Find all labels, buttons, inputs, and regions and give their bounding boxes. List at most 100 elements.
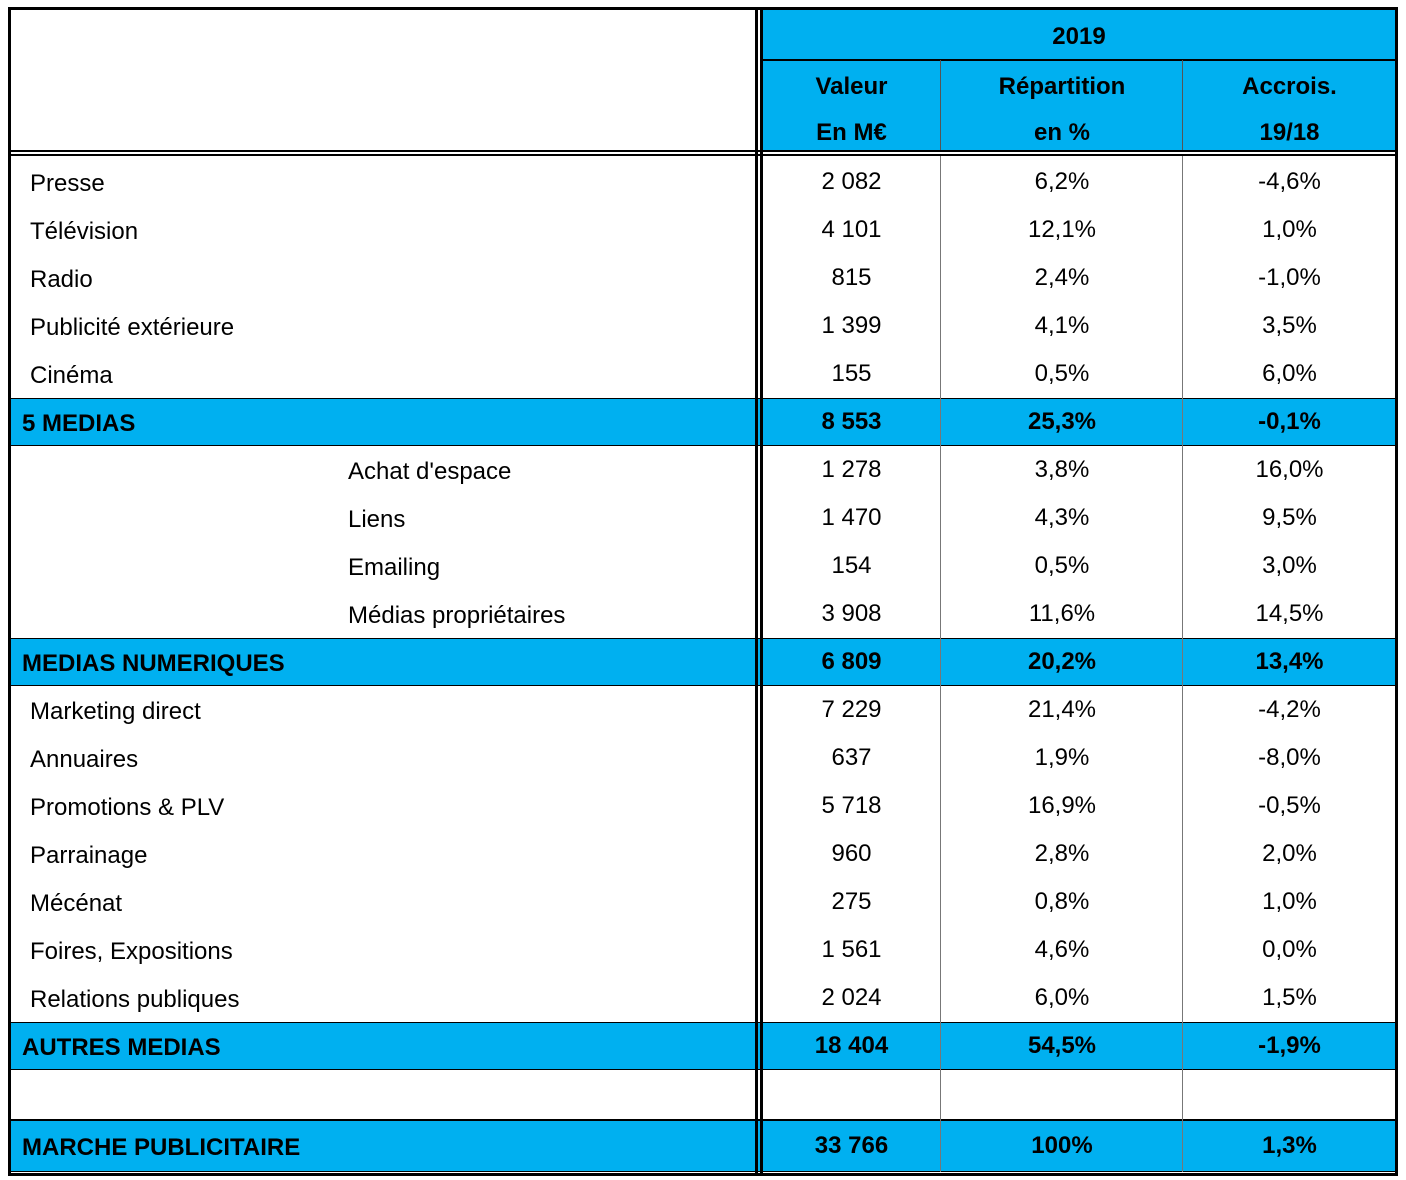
cell-value: 1,0% [1262,888,1317,915]
row-label: Parrainage [30,842,148,869]
total-value: 8 553 [821,408,882,435]
cell-value: 16,9% [1027,792,1097,819]
column-header: 19/18 [1259,119,1320,146]
total-value: 25,3% [1027,408,1097,435]
total-value: 13,4% [1255,648,1324,675]
cell-value: -8,0% [1258,744,1321,771]
cell-value: 2 082 [821,168,882,195]
cell-value: 3,8% [1034,456,1090,483]
cell-value: -4,6% [1258,168,1321,195]
cell-value: 1 470 [821,504,882,531]
total-label: AUTRES MEDIAS [22,1034,221,1061]
cell-value: 960 [831,840,872,867]
column-header: Répartition [998,73,1126,100]
cell-value: 4,6% [1034,936,1090,963]
cell-value: 6,2% [1034,168,1090,195]
rule [760,8,763,1174]
column-header: Accrois. [1242,73,1337,100]
total-value: 100% [1031,1132,1093,1159]
cell-value: 1,9% [1034,744,1090,771]
rule [10,1069,1396,1070]
rule [10,638,1396,639]
row-label: Médias propriétaires [348,602,566,629]
column-header: En M€ [816,119,887,146]
total-band [10,1022,1396,1070]
rule [1182,60,1183,152]
rule [10,1120,1396,1121]
total-label: MEDIAS NUMERIQUES [22,650,285,677]
column-header: Valeur [815,73,888,100]
cell-value: 2,4% [1034,264,1090,291]
total-value: 1,3% [1262,1132,1317,1159]
row-label: Relations publiques [30,986,240,1013]
cell-value: 0,8% [1034,888,1090,915]
total-value: 33 766 [814,1132,889,1159]
cell-value: 1 278 [821,456,882,483]
total-value: 54,5% [1027,1032,1097,1059]
total-value: 18 404 [814,1032,889,1059]
cell-value: 637 [831,744,872,771]
column-header: en % [1033,119,1090,146]
cell-value: 4 101 [821,216,882,243]
cell-value: 0,0% [1262,936,1317,963]
row-label: Publicité extérieure [30,314,235,341]
row-label: Emailing [348,554,441,581]
cell-value: 4,3% [1034,504,1090,531]
cell-value: 4,1% [1034,312,1090,339]
cell-value: 2 024 [821,984,882,1011]
cell-value: 0,5% [1034,552,1090,579]
rule [10,398,1396,399]
row-label: Radio [30,266,93,293]
total-label: MARCHE PUBLICITAIRE [22,1134,301,1161]
total-band [10,638,1396,686]
row-label: Foires, Expositions [30,938,233,965]
cell-value: 3,5% [1262,312,1317,339]
row-label: Liens [348,506,406,533]
row-label: Promotions & PLV [30,794,225,821]
total-band [10,398,1396,446]
cell-value: 154 [831,552,872,579]
cell-value: -1,0% [1258,264,1321,291]
row-label: Achat d'espace [348,458,512,485]
header-band [762,8,1396,152]
total-value: 6 809 [821,648,882,675]
rule [940,156,941,1172]
rule [10,154,1396,156]
cell-value: -0,5% [1258,792,1321,819]
rule [10,1119,1396,1120]
total-value: 20,2% [1027,648,1097,675]
cell-value: 815 [831,264,872,291]
row-label: Mécénat [30,890,123,917]
cell-value: 275 [831,888,872,915]
rule [755,8,758,1174]
cell-value: 11,6% [1028,600,1096,627]
rule [940,60,941,152]
rule [762,59,1396,61]
cell-value: 6,0% [1034,984,1090,1011]
cell-value: 21,4% [1027,696,1097,723]
cell-value: 1 561 [821,936,882,963]
cell-value: 3 908 [821,600,882,627]
cell-value: -4,2% [1258,696,1321,723]
cell-value: 2,0% [1262,840,1317,867]
row-label: Presse [30,170,105,197]
cell-value: 3,0% [1262,552,1317,579]
year-header: 2019 [1052,23,1106,50]
table-border [8,7,1398,1176]
row-label: Cinéma [30,362,113,389]
rule [10,150,1396,152]
cell-value: 155 [831,360,872,387]
rule [10,445,1396,446]
total-label: 5 MEDIAS [22,410,136,437]
cell-value: 1,0% [1262,216,1317,243]
cell-value: 1,5% [1262,984,1317,1011]
cell-value: 14,5% [1255,600,1324,627]
rule [10,1022,1396,1023]
total-band [10,1120,1396,1172]
cell-value: 12,1% [1027,216,1097,243]
total-value: -1,9% [1258,1032,1321,1059]
row-label: Annuaires [30,746,139,773]
cell-value: 1 399 [821,312,882,339]
cell-value: 9,5% [1262,504,1317,531]
